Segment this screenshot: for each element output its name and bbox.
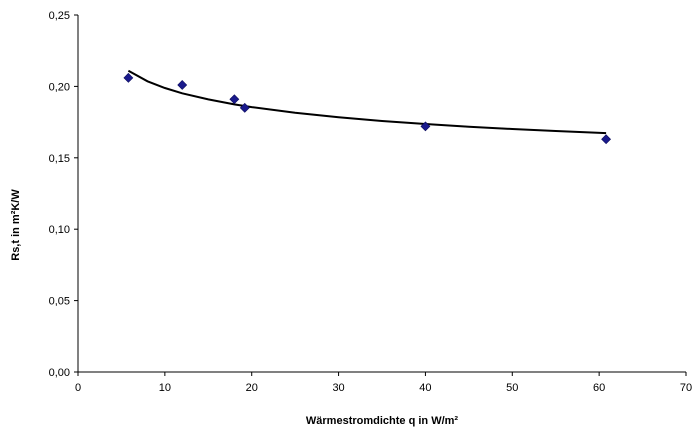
x-tick-label: 10 (159, 382, 171, 394)
x-tick-label: 20 (246, 382, 258, 394)
x-tick-label: 30 (332, 382, 344, 394)
x-tick-label: 50 (506, 382, 518, 394)
data-point (420, 121, 431, 132)
x-tick-label: 60 (593, 382, 605, 394)
y-axis-ticks: 0,00 0,05 0,10 0,15 0,20 0,25 (49, 10, 78, 379)
y-tick-label: 0,15 (49, 153, 70, 165)
data-point (229, 94, 240, 105)
x-tick-label: 0 (75, 382, 81, 394)
y-tick-label: 0,00 (49, 367, 70, 379)
x-axis-ticks: 0 10 20 30 40 50 60 70 (75, 372, 692, 394)
data-point (123, 72, 134, 83)
y-tick-label: 0,05 (49, 296, 70, 308)
data-point (239, 102, 250, 113)
y-tick-label: 0,10 (49, 224, 70, 236)
x-axis-title: Wärmestromdichte q in W/m² (306, 415, 459, 427)
y-axis-title: Rs,t in m²K/W (10, 189, 22, 261)
x-tick-label: 40 (419, 382, 431, 394)
y-tick-label: 0,25 (49, 10, 70, 22)
trend-line (127, 69, 607, 135)
data-point (177, 80, 188, 90)
x-tick-label: 70 (680, 382, 692, 394)
data-points (123, 72, 612, 145)
y-tick-label: 0,20 (49, 81, 70, 93)
data-point (601, 134, 612, 145)
